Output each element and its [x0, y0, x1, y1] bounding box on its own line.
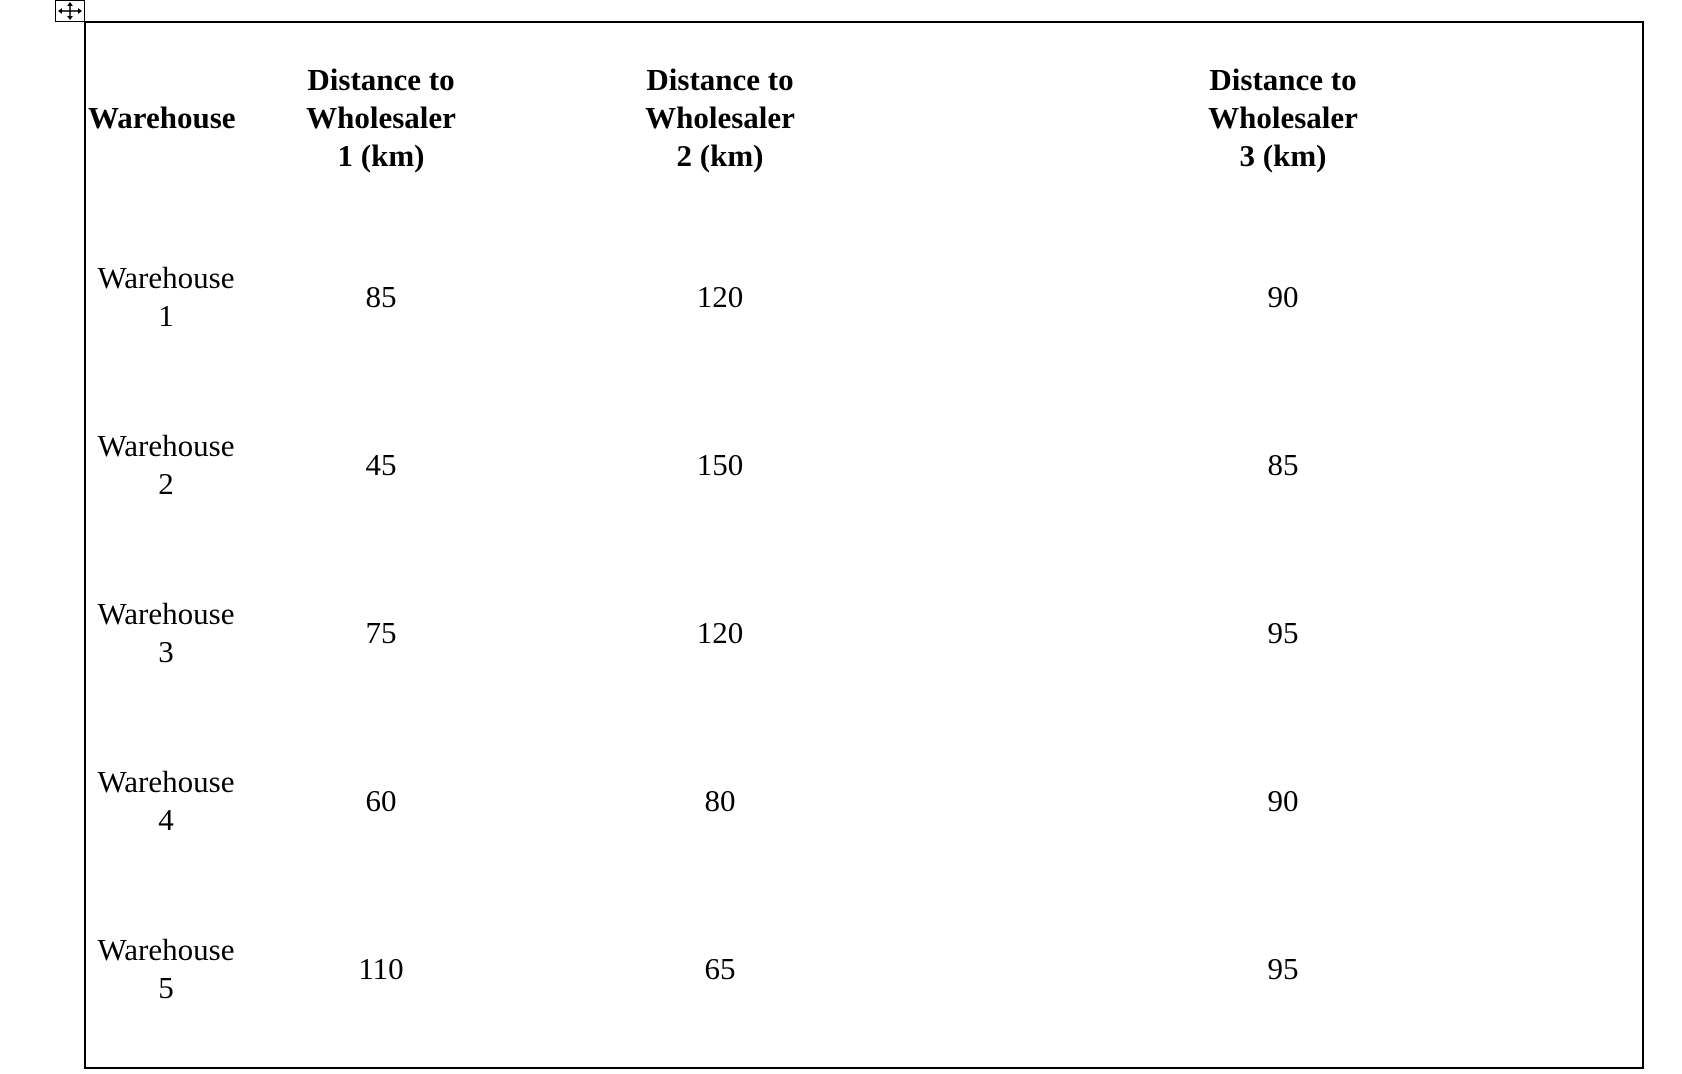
header-distance-wholesaler-3: Distance to Wholesaler 3 (km)	[1208, 62, 1358, 173]
cell-distance-3: 90	[1267, 783, 1299, 818]
cell-distance-2: 120	[696, 279, 744, 314]
distance-table-frame: Warehouse Distance to Wholesaler 1 (km) Di…	[84, 21, 1644, 1069]
move-arrows-icon	[58, 2, 82, 20]
distance-table: Warehouse Distance to Wholesaler 1 (km) Di…	[86, 23, 1642, 1053]
cell-distance-2: 65	[704, 951, 736, 986]
cell-distance-1: 85	[365, 279, 397, 314]
table-move-handle[interactable]	[55, 0, 85, 22]
table-header-row: Warehouse Distance to Wholesaler 1 (km) Di…	[86, 23, 1642, 213]
table-row: Warehouse 1 85 120 90	[86, 213, 1642, 381]
cell-distance-2: 150	[696, 447, 744, 482]
header-distance-wholesaler-2: Distance to Wholesaler 2 (km)	[645, 62, 795, 173]
cell-distance-1: 75	[365, 615, 397, 650]
cell-distance-3: 95	[1267, 951, 1299, 986]
cell-warehouse: Warehouse 3	[97, 596, 235, 669]
cell-warehouse: Warehouse 1	[97, 260, 235, 333]
cell-distance-1: 45	[365, 447, 397, 482]
table-row: Warehouse 5 110 65 95	[86, 885, 1642, 1053]
cell-distance-3: 90	[1267, 279, 1299, 314]
cell-distance-1: 110	[358, 951, 404, 986]
table-row: Warehouse 3 75 120 95	[86, 549, 1642, 717]
cell-distance-2: 120	[696, 615, 744, 650]
table-row: Warehouse 2 45 150 85	[86, 381, 1642, 549]
cell-warehouse: Warehouse 2	[97, 428, 235, 501]
header-distance-wholesaler-1: Distance to Wholesaler 1 (km)	[306, 62, 456, 173]
cell-warehouse: Warehouse 4	[97, 764, 235, 837]
cell-distance-3: 85	[1267, 447, 1299, 482]
table-row: Warehouse 4 60 80 90	[86, 717, 1642, 885]
cell-distance-2: 80	[704, 783, 736, 818]
cell-distance-3: 95	[1267, 615, 1299, 650]
header-warehouse: Warehouse	[88, 100, 236, 135]
cell-distance-1: 60	[365, 783, 397, 818]
cell-warehouse: Warehouse 5	[97, 932, 235, 1005]
